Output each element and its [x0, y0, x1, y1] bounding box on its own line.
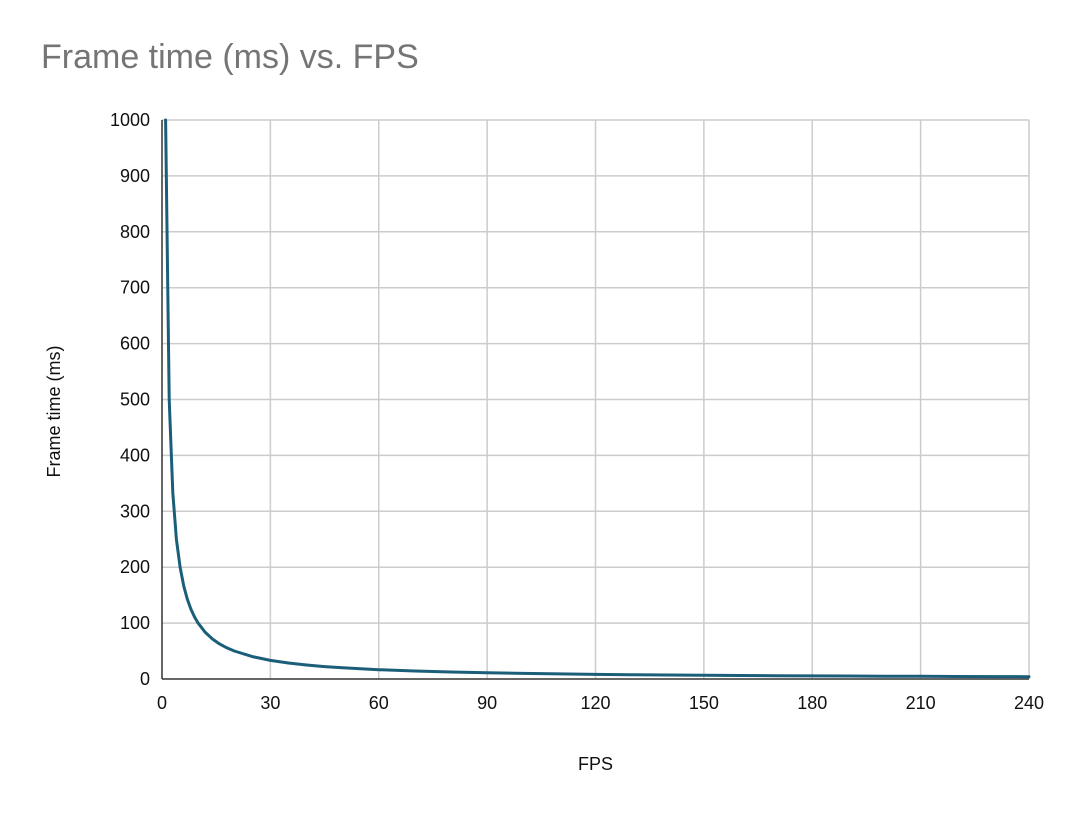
x-tick-label: 60: [369, 693, 389, 713]
y-tick-label: 700: [120, 278, 150, 298]
x-tick-label: 240: [1014, 693, 1044, 713]
axes: [161, 120, 1029, 680]
y-axis-title: Frame time (ms): [44, 346, 64, 478]
x-tick-label: 120: [580, 693, 610, 713]
series-line: [164, 118, 1031, 679]
x-tick-label: 30: [260, 693, 280, 713]
y-tick-label: 800: [120, 222, 150, 242]
grid-lines: [162, 119, 1030, 679]
y-tick-label: 300: [120, 501, 150, 521]
y-tick-label: 900: [120, 166, 150, 186]
x-tick-label: 180: [797, 693, 827, 713]
chart-title: Frame time (ms) vs. FPS: [41, 38, 419, 76]
x-tick-label: 150: [689, 693, 719, 713]
x-tick-label: 90: [477, 693, 497, 713]
y-tick-label: 400: [120, 445, 150, 465]
tick-labels: 0 30 60 90 120 150 180 210 240 0 100 200 300 400 500 60…: [110, 110, 1044, 713]
series-lines: [164, 118, 1031, 679]
y-tick-label: 500: [120, 390, 150, 410]
y-tick-label: 100: [120, 613, 150, 633]
x-tick-label: 210: [906, 693, 936, 713]
y-tick-label: 1000: [110, 110, 150, 130]
y-tick-label: 0: [140, 669, 150, 689]
x-tick-label: 0: [157, 693, 167, 713]
x-axis-title: FPS: [578, 754, 613, 774]
y-tick-label: 200: [120, 557, 150, 577]
y-tick-label: 600: [120, 334, 150, 354]
